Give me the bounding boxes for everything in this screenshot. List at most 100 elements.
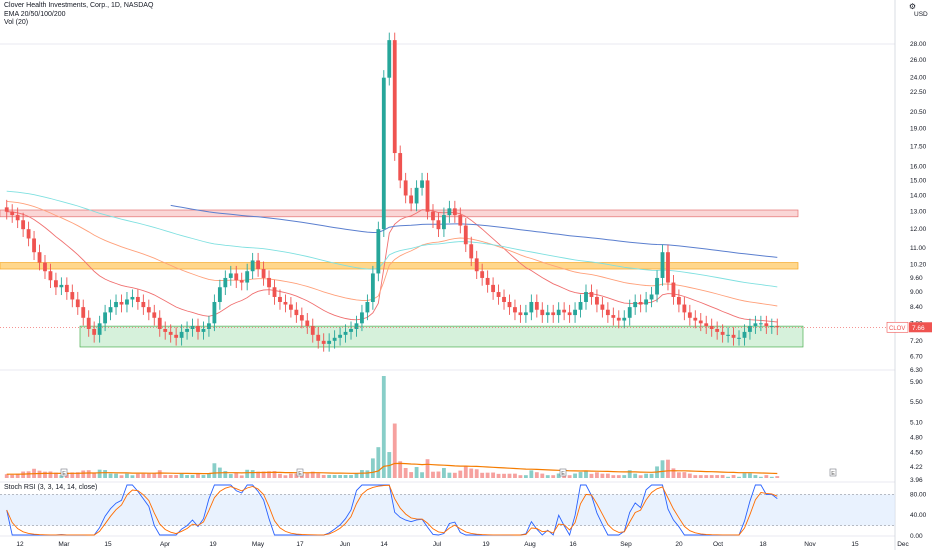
- candle-28[interactable]: [157, 317, 162, 330]
- candle-119[interactable]: [655, 277, 659, 295]
- candle-72[interactable]: [398, 153, 403, 181]
- candle-39[interactable]: [217, 287, 222, 302]
- candle-108[interactable]: [595, 296, 599, 305]
- candle-98[interactable]: [540, 309, 545, 316]
- candle-24[interactable]: [135, 296, 140, 302]
- candle-5[interactable]: [32, 238, 36, 253]
- candle-128[interactable]: [704, 323, 709, 327]
- candle-63[interactable]: [349, 329, 353, 332]
- volume-indicator-label[interactable]: Vol (20): [4, 19, 29, 26]
- candle-40[interactable]: [223, 277, 228, 288]
- candle-106[interactable]: [584, 292, 588, 302]
- candle-83[interactable]: [458, 215, 463, 226]
- candle-65[interactable]: [360, 312, 364, 324]
- candle-97[interactable]: [534, 301, 539, 310]
- candle-115[interactable]: [633, 301, 638, 308]
- candle-11[interactable]: [64, 284, 69, 293]
- stoch-rsi-label[interactable]: Stoch RSI (3, 3, 14, 14, close): [4, 484, 98, 491]
- candle-6[interactable]: [37, 252, 42, 263]
- candle-122[interactable]: [671, 282, 676, 297]
- candle-43[interactable]: [239, 280, 244, 283]
- ema-indicator-label[interactable]: EMA 20/50/100/200: [4, 11, 66, 18]
- candle-46[interactable]: [256, 260, 261, 270]
- candle-87[interactable]: [480, 271, 485, 278]
- candle-25[interactable]: [141, 301, 146, 308]
- candle-110[interactable]: [605, 309, 610, 316]
- candle-124[interactable]: [682, 304, 687, 313]
- candle-103[interactable]: [567, 312, 572, 316]
- candle-66[interactable]: [365, 301, 370, 313]
- candle-71[interactable]: [392, 40, 397, 154]
- candle-67[interactable]: [370, 273, 375, 302]
- candle-47[interactable]: [261, 269, 266, 278]
- pivot-zone[interactable]: [0, 262, 799, 270]
- candle-4[interactable]: [26, 229, 31, 239]
- candle-51[interactable]: [283, 301, 288, 305]
- candle-15[interactable]: [86, 317, 91, 330]
- candle-55[interactable]: [305, 320, 310, 327]
- candle-19[interactable]: [108, 307, 113, 313]
- candle-102[interactable]: [562, 309, 567, 313]
- candle-48[interactable]: [267, 277, 271, 288]
- candle-53[interactable]: [294, 309, 299, 316]
- candle-68[interactable]: [376, 229, 381, 274]
- candle-69[interactable]: [381, 77, 386, 230]
- candle-75[interactable]: [414, 187, 419, 204]
- candle-130[interactable]: [715, 329, 720, 332]
- candle-62[interactable]: [343, 331, 348, 335]
- candle-42[interactable]: [234, 273, 239, 281]
- candle-89[interactable]: [491, 284, 496, 293]
- candle-90[interactable]: [496, 292, 501, 297]
- candle-138[interactable]: [758, 323, 763, 325]
- candle-8[interactable]: [48, 271, 53, 281]
- candle-107[interactable]: [589, 292, 594, 297]
- candle-58[interactable]: [321, 340, 326, 344]
- candle-54[interactable]: [299, 315, 304, 321]
- candle-82[interactable]: [452, 208, 457, 216]
- candle-140[interactable]: [769, 326, 774, 328]
- candle-29[interactable]: [163, 329, 168, 332]
- candle-78[interactable]: [431, 211, 435, 221]
- gear-icon[interactable]: ⚙: [908, 2, 916, 11]
- candle-116[interactable]: [638, 301, 643, 305]
- candle-114[interactable]: [627, 307, 632, 318]
- candle-0[interactable]: [4, 207, 9, 212]
- candle-17[interactable]: [97, 323, 102, 335]
- candle-105[interactable]: [578, 301, 583, 310]
- candle-81[interactable]: [447, 208, 452, 216]
- candle-123[interactable]: [676, 296, 681, 305]
- candle-134[interactable]: [737, 337, 741, 339]
- candle-96[interactable]: [529, 301, 534, 313]
- candle-133[interactable]: [731, 334, 736, 338]
- candle-73[interactable]: [403, 180, 408, 196]
- candle-20[interactable]: [114, 301, 118, 308]
- candle-57[interactable]: [316, 334, 321, 341]
- candle-10[interactable]: [59, 284, 64, 288]
- earnings-marker-2[interactable]: [559, 468, 567, 477]
- candle-33[interactable]: [185, 329, 189, 332]
- candle-86[interactable]: [474, 258, 479, 272]
- resistance-zone[interactable]: [0, 209, 799, 218]
- candle-131[interactable]: [720, 331, 725, 335]
- candle-136[interactable]: [748, 326, 752, 332]
- candle-30[interactable]: [168, 331, 173, 335]
- support-zone[interactable]: [79, 325, 804, 348]
- candle-91[interactable]: [502, 296, 506, 302]
- candle-23[interactable]: [130, 296, 135, 300]
- candle-100[interactable]: [551, 312, 556, 316]
- candle-31[interactable]: [174, 334, 179, 338]
- candle-12[interactable]: [70, 292, 75, 300]
- candle-132[interactable]: [726, 334, 730, 336]
- candle-99[interactable]: [545, 312, 550, 316]
- candle-64[interactable]: [354, 323, 359, 330]
- candle-80[interactable]: [442, 215, 446, 230]
- candle-94[interactable]: [518, 312, 523, 316]
- candle-44[interactable]: [245, 271, 250, 283]
- candle-79[interactable]: [436, 220, 441, 230]
- earnings-marker-3[interactable]: [829, 468, 837, 477]
- candle-32[interactable]: [179, 331, 184, 338]
- candle-137[interactable]: [753, 323, 758, 327]
- candle-92[interactable]: [507, 301, 512, 308]
- candle-38[interactable]: [212, 301, 217, 324]
